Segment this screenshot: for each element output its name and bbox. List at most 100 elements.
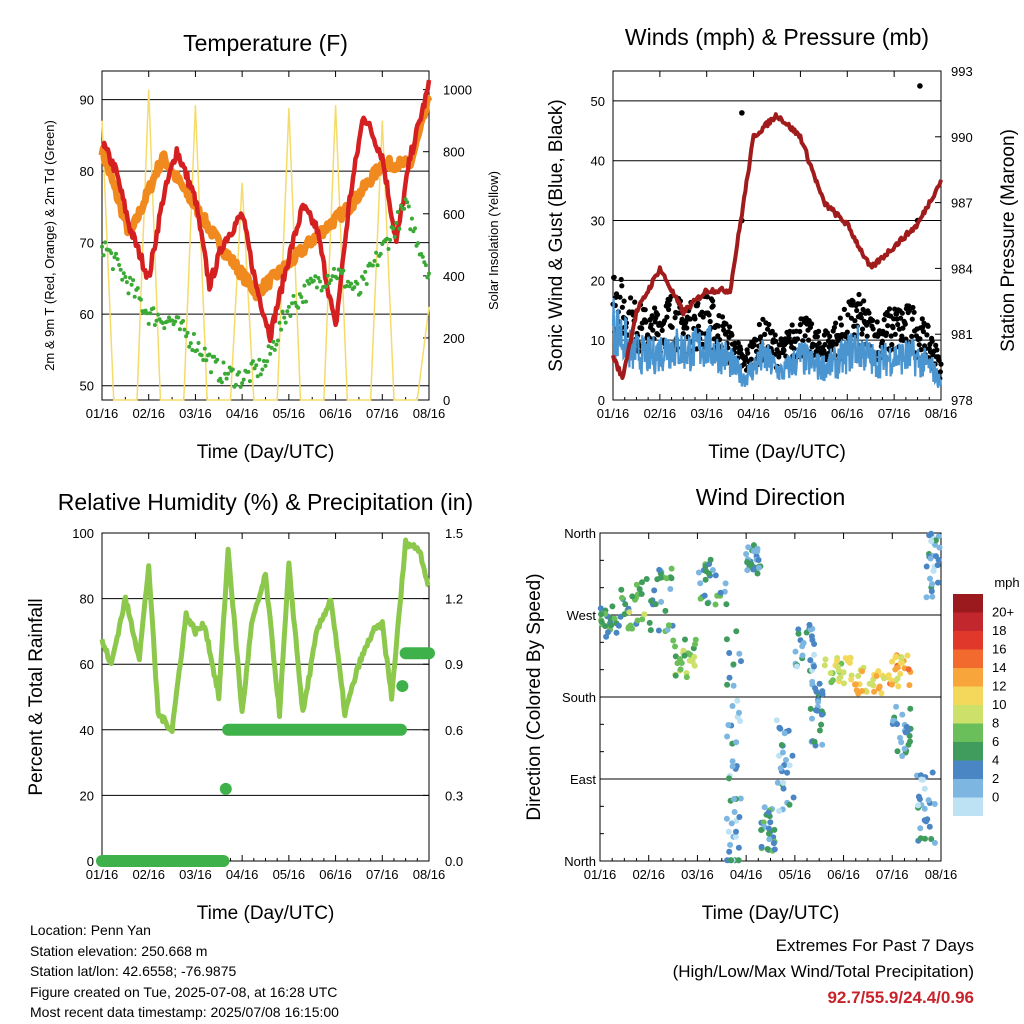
dewpoint-point [302,283,307,288]
direction-point [765,825,772,832]
direction-point [608,622,615,629]
direction-point [771,846,778,853]
gust-point [765,326,771,332]
y-right-tick-label: 1.5 [445,526,463,541]
dewpoint-point [126,291,131,296]
direction-point [758,843,765,850]
dewpoint-point [184,334,189,339]
direction-point [647,627,654,634]
dewpoint-point [257,357,262,362]
dewpoint-point [346,279,350,284]
dewpoint-point [268,351,273,356]
x-tick-label: 05/16 [273,867,306,882]
dewpoint-point [170,318,175,323]
dewpoint-point [402,206,407,211]
direction-point [927,555,934,562]
direction-point [873,673,880,679]
dewpoint-point [258,372,263,377]
x-tick-label: 06/16 [319,867,352,882]
gust-point [844,329,850,335]
direction-point [704,600,711,607]
gust-point [748,356,754,362]
y-tick-label: North [564,526,596,541]
dewpoint-point [230,367,235,372]
direction-point [697,595,704,602]
direction-point [726,775,732,782]
direction-point [726,674,733,681]
gust-point [852,318,858,324]
gust-point [910,304,916,311]
dewpoint-point [361,277,366,281]
dewpoint-point [314,285,319,290]
dewpoint-point [146,321,151,326]
dewpoint-point [363,269,368,274]
colorbar-swatch [953,612,983,631]
dewpoint-point [156,312,161,317]
x-tick-label: 01/16 [584,867,617,882]
direction-point [893,703,900,710]
dewpoint-point [374,250,379,255]
dewpoint-point [132,294,137,299]
x-tick-label: 02/16 [132,406,165,421]
direction-point [898,655,905,662]
direction-point [928,588,935,595]
colorbar-label: 0 [992,790,999,805]
gust-point [809,321,815,327]
dewpoint-point [138,297,143,302]
x-axis-label: Time (Day/UTC) [708,442,846,463]
direction-point [682,636,688,643]
direction-point [756,564,762,571]
dewpoint-point [237,370,241,375]
gust-point [920,328,927,335]
direction-point [792,648,799,655]
direction-point [733,739,740,746]
direction-point [697,580,704,587]
direction-point [680,647,687,654]
direction-point [728,857,735,864]
direction-point [903,723,910,730]
direction-point [929,593,936,600]
dewpoint-point [311,278,316,283]
direction-point [893,653,900,660]
direction-point [816,680,823,687]
direction-point [935,579,941,586]
gust-point [711,336,717,342]
direction-point [692,641,698,648]
gust-point [934,347,940,353]
direction-point [889,658,896,665]
dewpoint-point [282,315,287,320]
x-tick-label: 08/16 [413,867,446,882]
dewpoint-point [409,216,414,221]
colorbar-label: 16 [992,642,1006,657]
direction-point [852,681,859,688]
x-tick-label: 06/16 [831,406,864,421]
gust-point [642,307,648,313]
direction-point [928,538,935,545]
chart-title: Wind Direction [696,484,846,510]
dewpoint-point [241,377,246,382]
gust-point [856,291,862,298]
direction-point [621,611,628,618]
colorbar-label: 18 [992,623,1006,638]
temp-2m-line [100,79,432,344]
direction-point [641,611,648,618]
direction-point [807,705,814,712]
y-tick-label: 30 [591,214,605,229]
direction-point [918,776,925,783]
direction-point [855,673,862,679]
dewpoint-point [416,241,421,246]
direction-point [729,758,736,765]
chart-title: Temperature (F) [183,30,348,56]
direction-point [736,814,743,820]
dewpoint-point [109,251,114,256]
dewpoint-point [223,371,227,376]
direction-point [894,721,900,728]
colorbar-label: 20+ [992,605,1014,620]
gust-point [643,319,649,325]
direction-point [733,833,739,840]
direction-point [789,752,796,759]
direction-point [776,724,783,731]
direction-point [895,683,902,690]
direction-point [692,636,699,643]
direction-point [677,656,683,663]
